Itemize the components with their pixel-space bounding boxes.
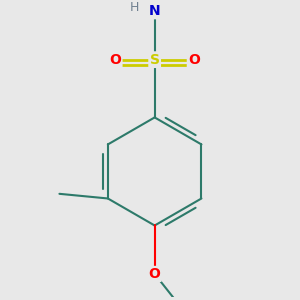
Text: H: H <box>130 1 139 14</box>
Text: O: O <box>188 53 200 67</box>
Text: S: S <box>150 53 160 67</box>
Text: O: O <box>110 53 122 67</box>
Text: N: N <box>149 4 161 18</box>
Text: O: O <box>149 267 161 281</box>
